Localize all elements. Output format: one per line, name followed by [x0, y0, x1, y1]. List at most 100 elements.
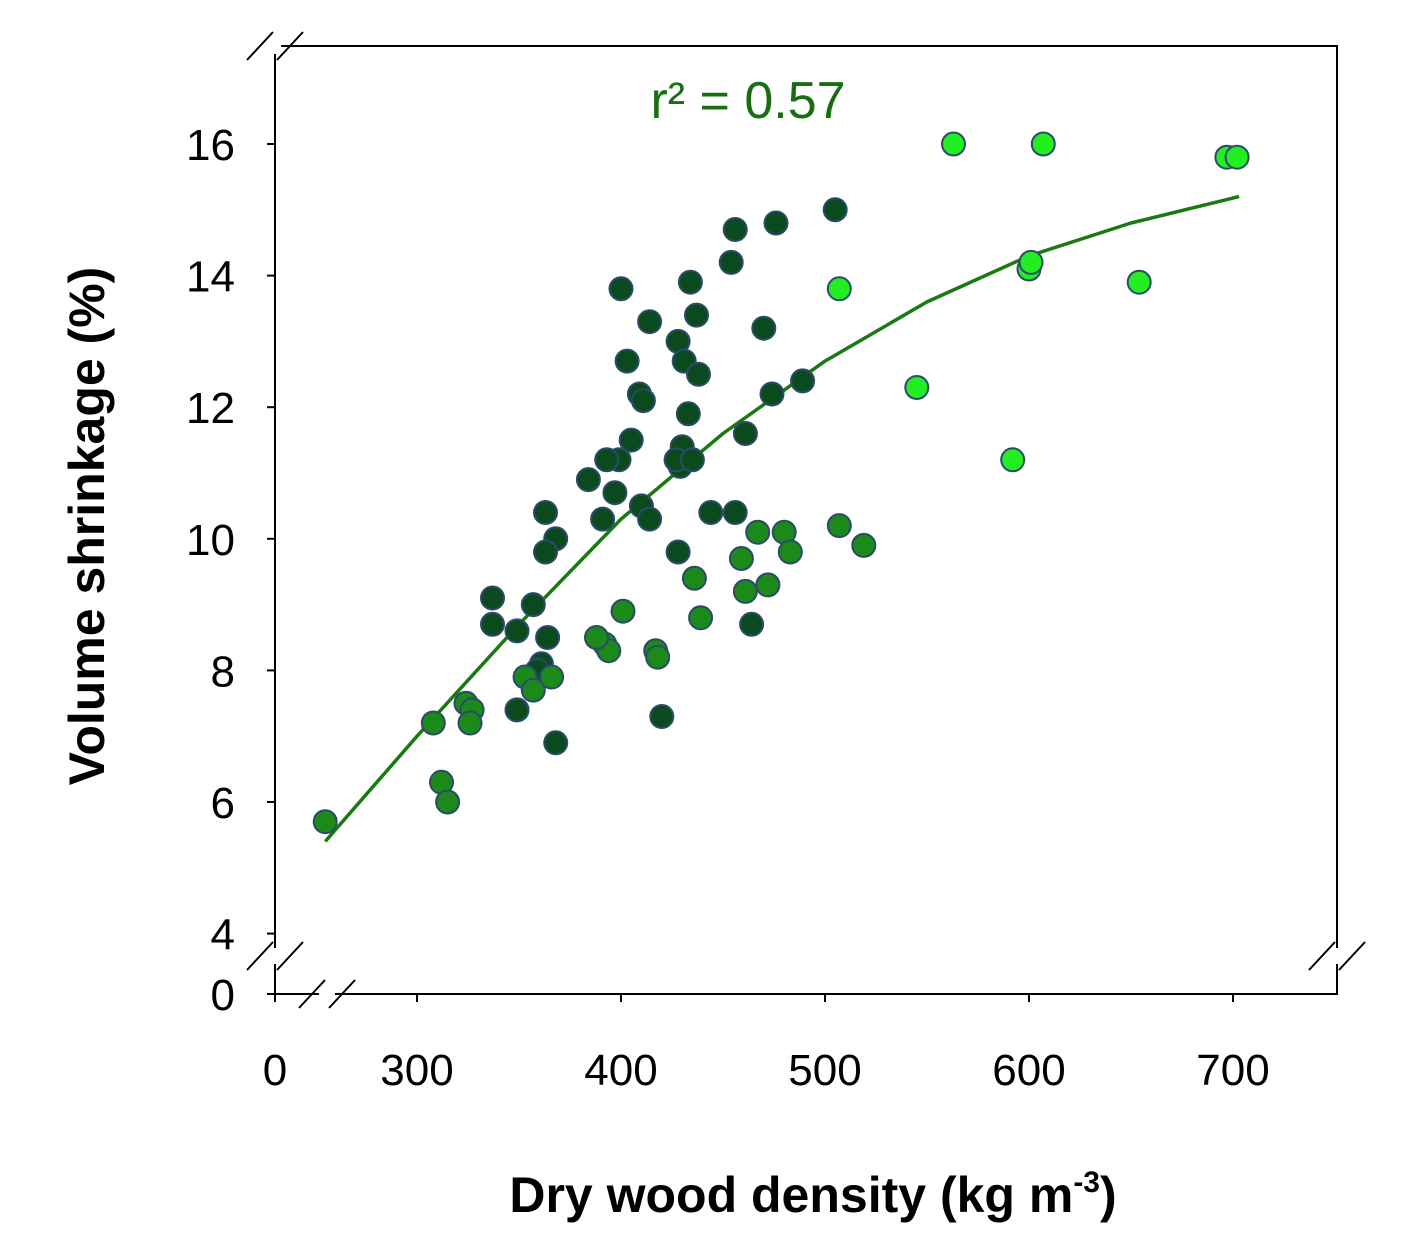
plot-border	[274, 45, 1338, 995]
data-point-dark	[575, 467, 601, 493]
data-point-dark	[698, 500, 724, 525]
data-point-dark	[520, 592, 546, 618]
data-point-medium	[681, 565, 707, 591]
data-point-medium	[520, 677, 546, 703]
data-point-medium	[755, 572, 781, 598]
y-tick-label: 8	[211, 647, 235, 696]
data-point-light	[826, 276, 852, 302]
r-squared-annotation: r² = 0.57	[650, 72, 845, 130]
data-point-medium	[732, 578, 758, 604]
fit-curve-layer	[323, 194, 1240, 843]
y-break-right	[1308, 941, 1366, 971]
x-break-bottom-slash-b	[328, 979, 356, 1009]
data-point-medium	[584, 625, 609, 650]
y-tick-label: 6	[211, 779, 235, 828]
data-point-dark	[480, 611, 505, 637]
x-axis-title: Dry wood density (kg m-3)	[509, 1166, 1116, 1223]
data-point-medium	[312, 809, 338, 835]
y-break-right-gap	[1331, 948, 1343, 964]
data-point-dark	[822, 197, 848, 223]
data-point-dark	[684, 302, 709, 328]
data-point-medium	[826, 513, 852, 539]
data-point-medium	[688, 605, 714, 631]
y-break-left-gap	[269, 948, 281, 964]
y-break-left	[246, 941, 304, 971]
x-tick-label: 700	[1196, 1046, 1269, 1095]
data-point-dark	[722, 217, 748, 242]
x-axis-title-superscript: -3	[1073, 1166, 1100, 1199]
data-point-dark	[602, 480, 628, 506]
data-point-dark	[535, 625, 561, 650]
data-point-dark	[759, 381, 785, 407]
data-point-light	[1030, 131, 1056, 157]
data-point-light	[1000, 447, 1026, 473]
data-point-medium	[435, 789, 461, 815]
data-point-dark	[618, 427, 644, 453]
data-point-light	[1126, 269, 1152, 295]
data-point-medium	[610, 598, 636, 624]
data-point-dark	[718, 249, 744, 275]
y-tick-label: 12	[186, 384, 235, 433]
x-break-bottom	[298, 979, 356, 1009]
data-point-dark	[630, 388, 656, 414]
data-point-dark	[649, 704, 675, 729]
data-point-dark	[614, 348, 640, 374]
data-point-dark	[533, 500, 558, 525]
data-point-medium	[420, 710, 446, 736]
y-break-left-slash-a	[246, 941, 274, 971]
y-tick-label: 16	[186, 121, 235, 170]
y-tick-label: 14	[186, 253, 235, 302]
data-point-light	[1018, 249, 1044, 275]
y-break-top-slash-a	[246, 31, 274, 61]
data-point-dark	[480, 585, 505, 611]
data-point-dark	[675, 401, 701, 427]
data-point-dark	[637, 309, 663, 335]
data-point-light	[941, 131, 966, 157]
data-point-medium	[745, 519, 771, 545]
data-point-dark	[594, 447, 620, 473]
data-point-dark	[751, 315, 777, 341]
x-break-bottom-gap	[319, 988, 335, 1000]
x-tick-label: 300	[380, 1046, 453, 1095]
y-tick-label: 10	[186, 516, 235, 565]
y-break-top	[246, 31, 304, 61]
x-tick-label: 600	[992, 1046, 1065, 1095]
data-point-dark	[504, 697, 530, 723]
data-point-light	[904, 375, 930, 400]
x-tick-label: 400	[584, 1046, 657, 1095]
data-point-dark	[763, 210, 789, 236]
data-point-dark	[504, 618, 530, 644]
data-points	[312, 131, 1250, 835]
y-axis-title: Volume shrinkage (%)	[59, 267, 115, 786]
x-axis-title-close: )	[1100, 1167, 1117, 1223]
data-point-dark	[732, 421, 758, 446]
data-point-medium	[777, 539, 803, 565]
y-tick-label: 4	[211, 911, 235, 960]
data-point-dark	[790, 368, 816, 394]
y-tick-label: 0	[211, 971, 235, 1020]
axis-ticks: 0 300 400 500 600 700 0 4 6 8 10 12 14 16	[186, 121, 1270, 1095]
y-break-top-gap	[269, 38, 281, 54]
y-break-left-slash-b	[276, 941, 304, 971]
x-tick-label: 500	[788, 1046, 861, 1095]
data-point-dark	[543, 730, 569, 756]
x-tick-label: 0	[263, 1046, 287, 1095]
y-break-top-slash-b	[276, 31, 304, 61]
data-point-dark	[722, 500, 748, 525]
axis-breaks	[246, 31, 1366, 1009]
x-break-bottom-slash-a	[298, 979, 326, 1009]
data-point-dark	[677, 269, 703, 295]
data-point-dark	[686, 361, 711, 387]
data-point-medium	[645, 644, 671, 670]
data-point-dark	[608, 276, 634, 302]
data-point-dark	[637, 506, 663, 532]
y-break-right-slash-b	[1338, 941, 1366, 971]
data-point-medium	[457, 710, 483, 736]
data-point-dark	[533, 539, 558, 565]
data-point-light	[1224, 144, 1250, 170]
fit-curve	[323, 194, 1240, 843]
data-point-medium	[728, 546, 754, 571]
plot-frame	[274, 45, 1338, 995]
data-point-medium	[851, 532, 877, 558]
